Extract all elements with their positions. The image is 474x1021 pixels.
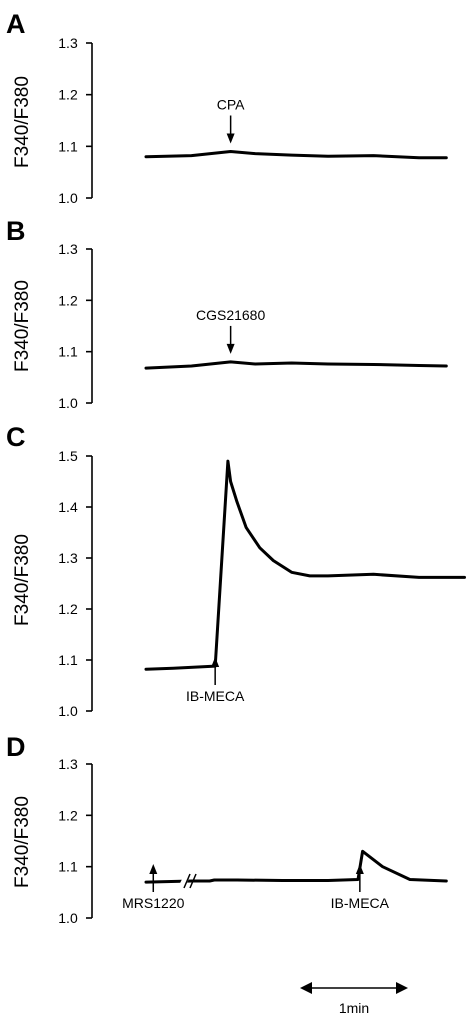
y-ticks-b: 1.0 1.1 1.2 1.3 (58, 241, 92, 411)
panel-letter-a: A (6, 9, 26, 39)
annotation-d-1-arrowhead (355, 864, 364, 874)
y-tick-label-b-2: 1.2 (58, 292, 78, 308)
scale-bar-label: 1min (339, 1000, 369, 1016)
annotation-b-0-arrowhead (226, 343, 235, 354)
scale-bar: 1min (300, 982, 408, 1016)
trace-c (144, 459, 466, 671)
y-axis-label-c: F340/F380 (12, 534, 33, 626)
annotation-c-0-label: IB-MECA (186, 688, 245, 704)
scale-bar-left-arrowhead (300, 982, 312, 994)
annotations-c: IB-MECA (186, 657, 245, 704)
y-tick-label-d-2: 1.2 (58, 807, 78, 823)
scale-bar-right-arrowhead (396, 982, 408, 994)
annotation-d-1-label: IB-MECA (331, 895, 390, 911)
y-tick-label-c-3: 1.3 (58, 550, 78, 566)
axis-break-mark (179, 872, 197, 889)
y-tick-label-d-0: 1.0 (58, 910, 78, 926)
panel-b: B F340/F380 1.0 1.1 1.2 1.3 CGS21680 (6, 216, 448, 411)
y-tick-label-c-2: 1.2 (58, 601, 78, 617)
trace-b (144, 360, 448, 370)
panel-letter-b: B (6, 216, 26, 246)
trace-a (144, 150, 448, 160)
annotations-b: CGS21680 (196, 307, 265, 354)
panel-d: D F340/F380 1.0 1.1 1.2 1.3 MRS1220 IB-MECA (6, 732, 448, 926)
y-tick-label-a-0: 1.0 (58, 190, 78, 206)
y-tick-label-d-1: 1.1 (58, 859, 78, 875)
y-tick-label-a-2: 1.2 (58, 87, 78, 103)
y-tick-label-d-3: 1.3 (58, 756, 78, 772)
annotation-d-0-arrowhead (149, 864, 158, 874)
y-ticks-d: 1.0 1.1 1.2 1.3 (58, 756, 92, 926)
y-ticks-a: 1.0 1.1 1.2 1.3 (58, 35, 92, 206)
panel-letter-c: C (6, 422, 26, 452)
y-tick-label-c-4: 1.4 (58, 499, 78, 515)
y-tick-label-c-0: 1.0 (58, 703, 78, 719)
y-axis-label-d: F340/F380 (12, 796, 33, 888)
y-tick-label-b-0: 1.0 (58, 395, 78, 411)
annotation-a-0-label: CPA (217, 97, 245, 113)
panel-c: C F340/F380 1.0 1.1 1.2 1.3 1.4 1.5 IB-MECA (6, 422, 466, 719)
y-tick-label-b-3: 1.3 (58, 241, 78, 257)
panel-letter-d: D (6, 732, 26, 762)
y-axis-label-a: F340/F380 (12, 76, 33, 168)
annotations-a: CPA (217, 97, 245, 144)
y-ticks-c: 1.0 1.1 1.2 1.3 1.4 1.5 (58, 448, 92, 719)
y-tick-label-c-5: 1.5 (58, 448, 78, 464)
y-axis-label-b: F340/F380 (12, 280, 33, 372)
panel-a: A F340/F380 1.0 1.1 1.2 1.3 CPA (6, 9, 448, 206)
y-tick-label-a-1: 1.1 (58, 138, 78, 154)
annotations-d: MRS1220 IB-MECA (122, 864, 390, 911)
trace-d (144, 849, 448, 884)
y-tick-label-a-3: 1.3 (58, 35, 78, 51)
annotation-d-0-label: MRS1220 (122, 895, 184, 911)
annotation-c-0-arrowhead (211, 657, 220, 667)
y-tick-label-c-1: 1.1 (58, 652, 78, 668)
annotation-a-0-arrowhead (226, 133, 235, 144)
annotation-b-0-label: CGS21680 (196, 307, 265, 323)
y-tick-label-b-1: 1.1 (58, 344, 78, 360)
